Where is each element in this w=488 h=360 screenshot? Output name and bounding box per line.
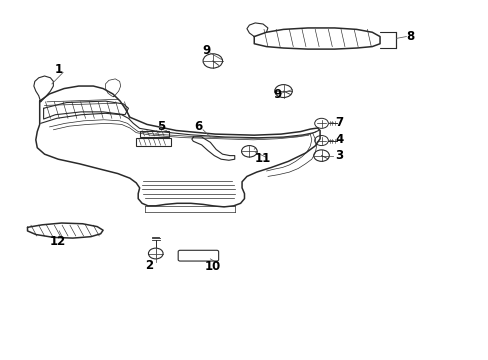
Text: 10: 10 <box>204 260 221 273</box>
Text: 11: 11 <box>254 152 271 165</box>
Text: 6: 6 <box>194 121 202 134</box>
Bar <box>136 138 171 146</box>
Text: 9: 9 <box>273 88 281 101</box>
Text: 8: 8 <box>406 30 413 43</box>
Text: 2: 2 <box>145 259 153 272</box>
Text: 7: 7 <box>335 116 343 129</box>
Text: 1: 1 <box>55 63 63 76</box>
Text: 9: 9 <box>202 44 210 57</box>
Text: 4: 4 <box>335 133 343 146</box>
Text: 5: 5 <box>157 121 165 134</box>
FancyBboxPatch shape <box>178 250 218 261</box>
Text: 12: 12 <box>50 235 66 248</box>
Bar <box>140 131 168 137</box>
Text: 3: 3 <box>335 149 343 162</box>
